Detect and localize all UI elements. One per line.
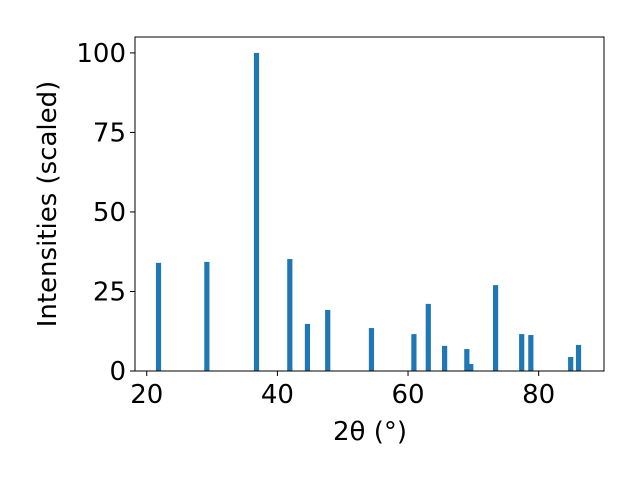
x-axis-label: 2θ (°) bbox=[333, 417, 407, 447]
bar bbox=[425, 303, 431, 371]
bar bbox=[575, 344, 582, 371]
bar bbox=[287, 259, 293, 371]
bar bbox=[442, 345, 448, 371]
bar bbox=[568, 357, 574, 371]
bar bbox=[253, 52, 260, 372]
bar bbox=[155, 262, 162, 371]
x-tick-label: 60 bbox=[391, 380, 424, 410]
bar bbox=[528, 335, 534, 371]
bar bbox=[325, 309, 331, 371]
y-tick-label: 75 bbox=[93, 118, 126, 148]
x-tick-label: 20 bbox=[130, 380, 163, 410]
bar bbox=[464, 349, 470, 371]
plot-frame bbox=[134, 36, 605, 372]
bar bbox=[468, 364, 474, 371]
bar bbox=[368, 328, 375, 371]
y-tick-label: 50 bbox=[93, 198, 126, 228]
y-tick-label: 0 bbox=[109, 357, 126, 387]
y-tick-label: 100 bbox=[76, 39, 126, 69]
bar bbox=[492, 285, 499, 371]
bar bbox=[411, 334, 417, 371]
x-tick-label: 40 bbox=[261, 380, 294, 410]
bar bbox=[204, 261, 210, 371]
y-tick-label: 25 bbox=[93, 277, 126, 307]
y-axis-label: Intensities (scaled) bbox=[33, 81, 63, 328]
bar bbox=[519, 334, 525, 371]
x-tick-label: 80 bbox=[522, 380, 555, 410]
bar bbox=[304, 323, 311, 371]
